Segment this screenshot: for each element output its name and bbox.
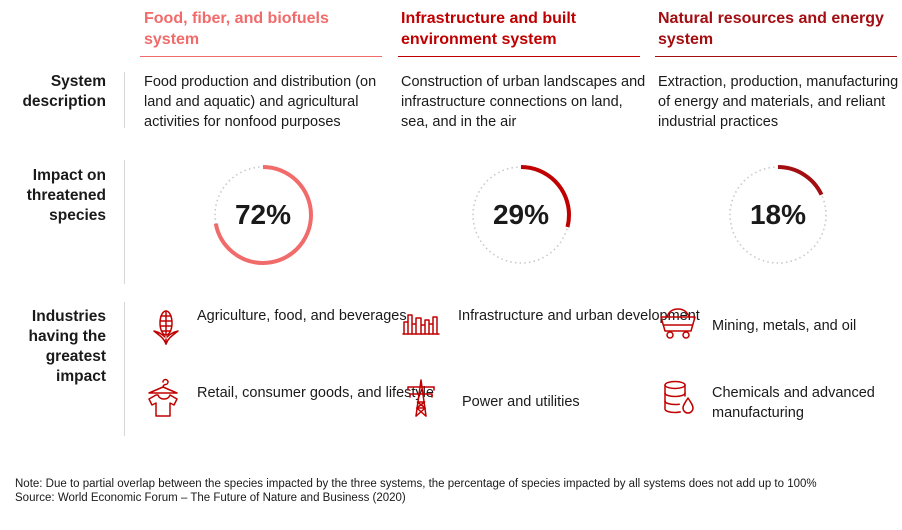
row-separator-industries — [124, 302, 125, 436]
natural-system-rule — [655, 56, 897, 57]
food-system-description: Food production and distribution (on lan… — [144, 74, 377, 130]
food-impact-percent: 72% — [234, 199, 292, 230]
row-separator-impact — [124, 160, 125, 284]
industry-chemicals-label: Chemicals and advanced manufacturing — [712, 385, 875, 421]
industry-mining-label: Mining, metals, and oil — [712, 318, 857, 334]
row-label-impact: Impact on threatened species — [26, 167, 106, 224]
city-skyline-icon — [402, 314, 440, 335]
food-impact-ring — [213, 165, 313, 265]
power-pylon-icon — [407, 379, 435, 417]
natural-impact-ring — [728, 165, 828, 265]
industry-infrastructure-label: Infrastructure and urban development — [458, 308, 700, 324]
row-label-system-description: System description — [22, 73, 106, 110]
mining-cart-icon — [660, 308, 696, 339]
food-system-title: Food, fiber, and biofuels system — [144, 10, 329, 48]
corn-icon — [153, 310, 179, 345]
food-system-rule — [140, 56, 382, 57]
shirt-hanger-icon — [148, 378, 178, 417]
infra-impact-percent: 29% — [492, 199, 550, 230]
industry-power-label: Power and utilities — [462, 394, 580, 410]
natural-impact-percent: 18% — [749, 199, 807, 230]
row-label-industries: Industries having the greatest impact — [28, 308, 106, 385]
row-separator-description — [124, 72, 125, 128]
infra-impact-ring — [471, 165, 571, 265]
natural-system-description: Extraction, production, manufacturing of… — [658, 74, 899, 130]
industry-agriculture-label: Agriculture, food, and beverages — [197, 308, 407, 324]
ring-progress — [471, 165, 571, 265]
infra-system-title: Infrastructure and built environment sys… — [401, 10, 577, 48]
infra-system-rule — [398, 56, 640, 57]
natural-system-title: Natural resources and energy system — [658, 10, 884, 48]
footnote-source: Source: World Economic Forum – The Futur… — [15, 492, 406, 504]
ring-progress — [213, 165, 313, 265]
infra-system-description: Construction of urban landscapes and inf… — [401, 74, 646, 130]
chemical-barrel-icon — [664, 380, 694, 414]
footnote-note: Note: Due to partial overlap between the… — [15, 478, 817, 490]
industry-retail-label: Retail, consumer goods, and lifestyle — [197, 385, 434, 401]
ring-progress — [728, 165, 828, 265]
